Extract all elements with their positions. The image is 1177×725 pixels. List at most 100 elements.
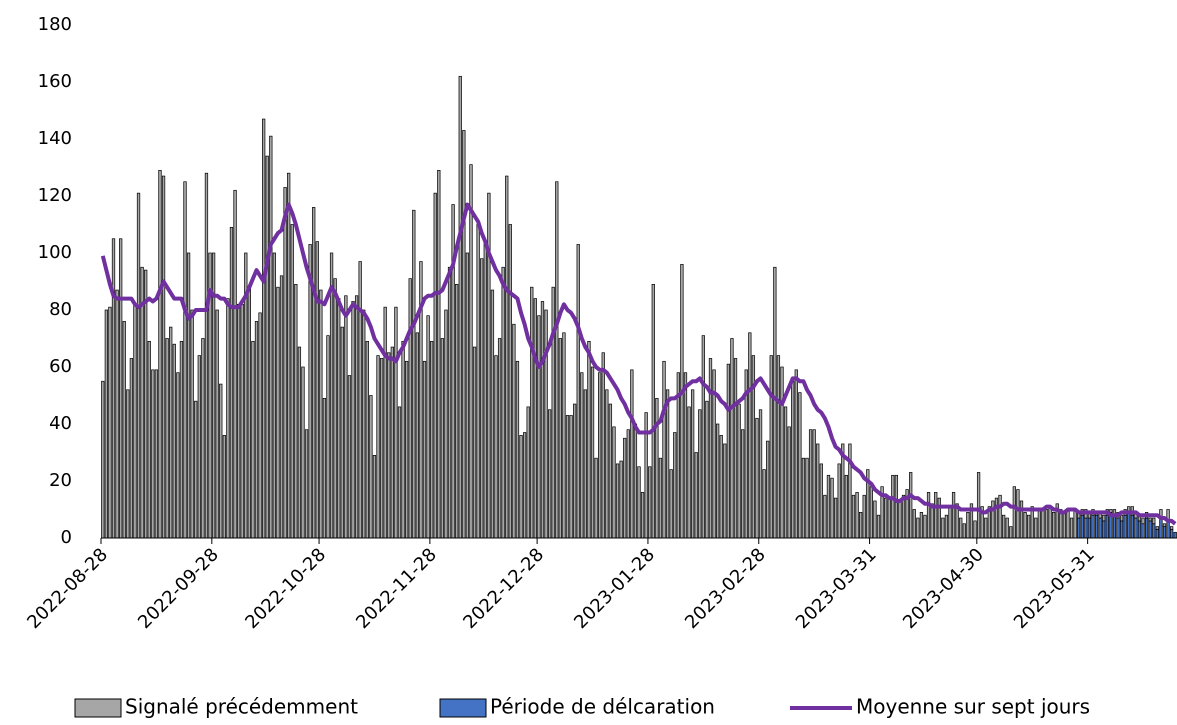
bar [1102, 520, 1106, 539]
bar [530, 286, 534, 539]
bar [569, 415, 573, 539]
bar [801, 457, 806, 539]
bar [851, 494, 856, 539]
bar [101, 380, 105, 539]
bar [898, 500, 902, 539]
bar [394, 306, 398, 539]
bar [780, 366, 784, 539]
bar [1159, 517, 1163, 539]
bar [283, 187, 287, 539]
bar [297, 346, 302, 539]
bar [551, 286, 555, 539]
bar [1084, 517, 1088, 539]
bar [140, 266, 144, 539]
bar [236, 303, 241, 539]
bar [515, 360, 520, 539]
bar [262, 118, 266, 539]
bar [655, 398, 659, 539]
bar [258, 312, 262, 539]
bar [1001, 514, 1006, 539]
bar [823, 494, 827, 539]
bar [558, 338, 562, 539]
bar [376, 355, 380, 539]
bar [111, 238, 116, 539]
y-tick-label: 140 [38, 128, 72, 149]
bar [808, 429, 813, 539]
bar [422, 360, 427, 539]
bar [873, 500, 877, 539]
bar [526, 406, 530, 539]
bar [183, 181, 187, 539]
bar [976, 472, 981, 539]
bar [583, 389, 588, 539]
bar [304, 429, 309, 539]
bar [669, 469, 673, 539]
bar [265, 155, 269, 539]
bar [383, 306, 387, 539]
bar [1170, 529, 1174, 539]
bar [540, 301, 545, 539]
bar [455, 284, 459, 539]
bar [733, 358, 738, 539]
bar [147, 341, 151, 539]
y-tick-label: 20 [49, 470, 72, 491]
legend-label: Signalé précédemment [125, 695, 358, 719]
bar [887, 497, 891, 539]
bar [136, 192, 141, 539]
bar [773, 266, 777, 539]
bar [783, 406, 788, 539]
bar [909, 472, 913, 539]
bar [1016, 489, 1020, 539]
bar [941, 517, 945, 539]
bar [1037, 509, 1042, 539]
bar [1052, 511, 1056, 539]
x-tick-label: 2022-10-28 [241, 544, 330, 633]
bar [337, 298, 341, 539]
bar [519, 435, 523, 539]
bar [472, 346, 477, 539]
y-tick-label: 60 [49, 356, 72, 377]
x-tick-label: 2022-12-28 [459, 544, 548, 633]
bar [994, 497, 999, 539]
bar [176, 372, 180, 539]
bar [1023, 511, 1027, 539]
bar [791, 380, 795, 539]
x-tick-label: 2023-04-30 [899, 544, 988, 633]
bar [937, 497, 941, 539]
y-tick-label: 40 [49, 413, 72, 434]
bar [154, 369, 159, 539]
bar [365, 341, 369, 539]
bar [701, 335, 705, 539]
bar [483, 241, 487, 539]
bar [358, 261, 362, 539]
bar [322, 398, 327, 539]
bar [798, 392, 802, 539]
bar [658, 457, 663, 539]
bar [637, 466, 641, 539]
x-tick-label: 2022-11-28 [352, 544, 441, 633]
bar [372, 455, 377, 539]
bar [179, 341, 184, 539]
bar [1073, 509, 1077, 539]
bar [537, 315, 541, 539]
legend-swatch [439, 698, 487, 718]
bar [405, 360, 409, 539]
x-tick-label: 2023-02-28 [681, 544, 770, 633]
bar [497, 338, 502, 539]
bar [723, 443, 727, 539]
bar [129, 358, 134, 539]
bar [737, 403, 741, 539]
bar [1119, 520, 1124, 539]
bar [787, 426, 791, 539]
bar [201, 338, 205, 539]
bar [594, 457, 598, 539]
bar [544, 309, 548, 539]
bar [891, 474, 895, 539]
bar [161, 175, 166, 539]
bar [204, 172, 209, 539]
bar [719, 435, 723, 539]
bar [122, 321, 126, 539]
bar [437, 170, 441, 539]
bar [573, 403, 577, 539]
bar [354, 295, 359, 539]
